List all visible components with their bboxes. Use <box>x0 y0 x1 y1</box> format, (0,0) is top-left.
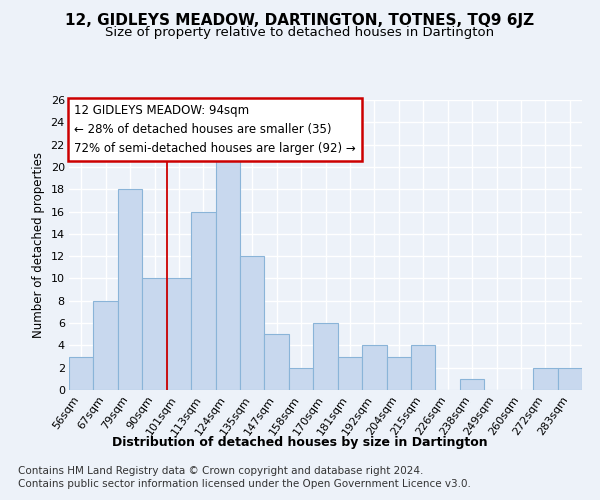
Bar <box>338 356 362 390</box>
Bar <box>94 301 118 390</box>
Bar <box>362 346 386 390</box>
Text: Contains public sector information licensed under the Open Government Licence v3: Contains public sector information licen… <box>18 479 471 489</box>
Bar <box>557 368 582 390</box>
Text: Distribution of detached houses by size in Dartington: Distribution of detached houses by size … <box>112 436 488 449</box>
Bar <box>215 156 240 390</box>
Bar <box>167 278 191 390</box>
Bar <box>411 346 436 390</box>
Text: Size of property relative to detached houses in Dartington: Size of property relative to detached ho… <box>106 26 494 39</box>
Bar <box>118 189 142 390</box>
Y-axis label: Number of detached properties: Number of detached properties <box>32 152 45 338</box>
Bar <box>313 323 338 390</box>
Bar <box>460 379 484 390</box>
Bar <box>69 356 94 390</box>
Bar <box>191 212 215 390</box>
Text: 12, GIDLEYS MEADOW, DARTINGTON, TOTNES, TQ9 6JZ: 12, GIDLEYS MEADOW, DARTINGTON, TOTNES, … <box>65 12 535 28</box>
Bar <box>533 368 557 390</box>
Text: Contains HM Land Registry data © Crown copyright and database right 2024.: Contains HM Land Registry data © Crown c… <box>18 466 424 476</box>
Bar <box>265 334 289 390</box>
Bar <box>240 256 265 390</box>
Bar <box>386 356 411 390</box>
Bar <box>142 278 167 390</box>
Bar <box>289 368 313 390</box>
Text: 12 GIDLEYS MEADOW: 94sqm
← 28% of detached houses are smaller (35)
72% of semi-d: 12 GIDLEYS MEADOW: 94sqm ← 28% of detach… <box>74 104 356 156</box>
